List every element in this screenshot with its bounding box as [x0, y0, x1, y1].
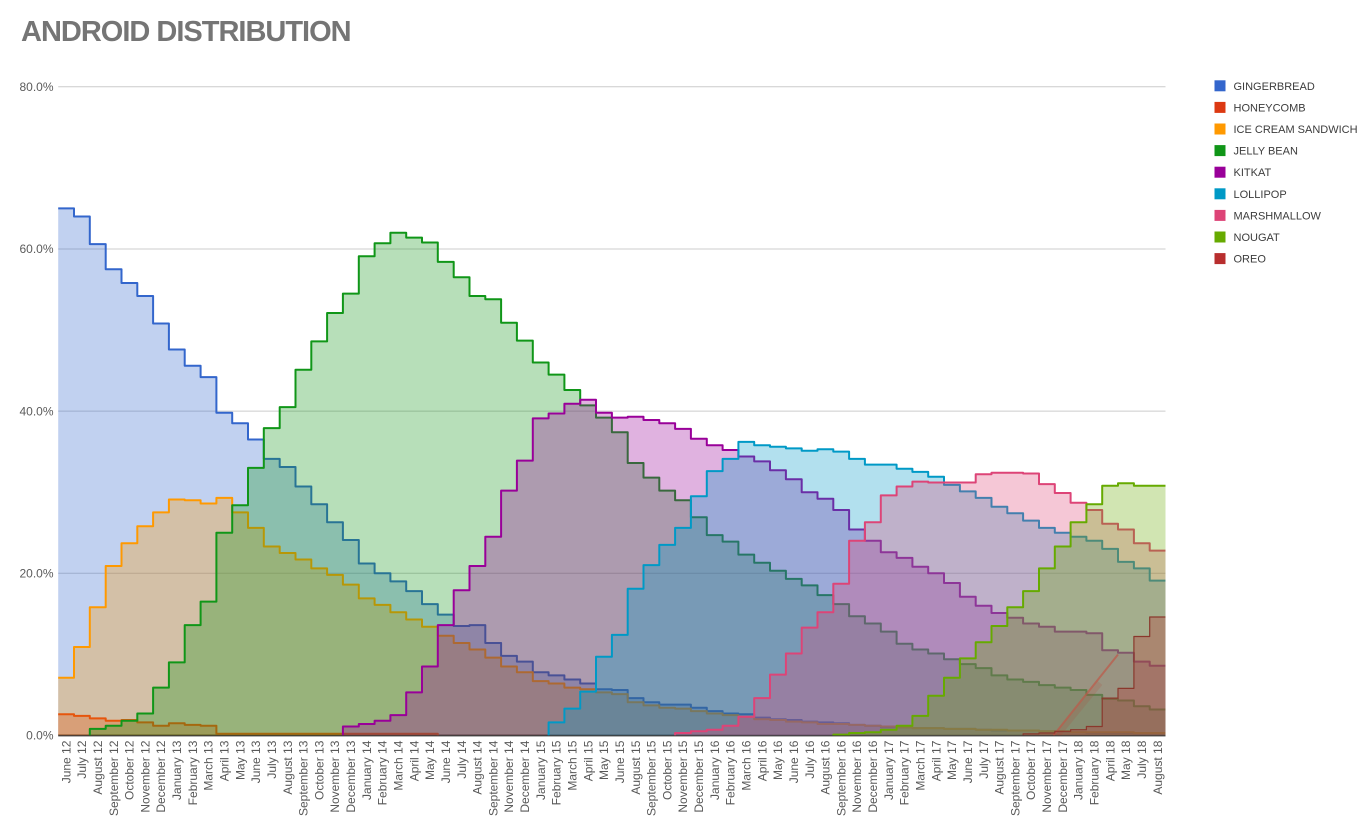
svg-text:MARSHMALLOW: MARSHMALLOW [1234, 210, 1322, 222]
svg-text:May 18: May 18 [1119, 740, 1133, 780]
svg-text:July 14: July 14 [455, 740, 469, 778]
svg-text:January 16: January 16 [708, 740, 722, 800]
svg-text:October 12: October 12 [123, 740, 137, 800]
svg-text:40.0%: 40.0% [19, 404, 53, 418]
svg-text:December 14: December 14 [518, 740, 532, 812]
svg-text:LOLLIPOP: LOLLIPOP [1234, 189, 1287, 201]
svg-text:August 16: August 16 [819, 740, 833, 794]
svg-text:July 13: July 13 [265, 740, 279, 778]
svg-text:November 14: November 14 [502, 740, 516, 812]
svg-text:December 12: December 12 [154, 740, 168, 812]
svg-text:February 17: February 17 [898, 740, 912, 805]
svg-text:April 16: April 16 [755, 740, 769, 781]
svg-text:April 14: April 14 [407, 740, 421, 781]
svg-text:September 17: September 17 [1008, 740, 1022, 816]
svg-text:February 15: February 15 [550, 740, 564, 805]
svg-text:60.0%: 60.0% [19, 242, 53, 256]
svg-text:November 16: November 16 [850, 740, 864, 812]
svg-text:October 13: October 13 [312, 740, 326, 800]
svg-text:February 14: February 14 [376, 740, 390, 805]
svg-text:August 14: August 14 [471, 740, 485, 794]
svg-text:January 18: January 18 [1072, 740, 1086, 800]
svg-text:October 15: October 15 [660, 740, 674, 800]
svg-text:80.0%: 80.0% [19, 80, 53, 94]
svg-text:JELLY BEAN: JELLY BEAN [1234, 146, 1298, 158]
svg-text:January 13: January 13 [170, 740, 184, 800]
svg-text:May 16: May 16 [771, 740, 785, 780]
svg-text:May 14: May 14 [423, 740, 437, 780]
svg-text:December 15: December 15 [692, 740, 706, 812]
svg-text:June 12: June 12 [59, 740, 73, 783]
svg-text:0.0%: 0.0% [26, 729, 54, 743]
svg-text:September 13: September 13 [297, 740, 311, 816]
svg-text:June 13: June 13 [249, 740, 263, 783]
svg-text:September 15: September 15 [645, 740, 659, 816]
svg-text:GINGERBREAD: GINGERBREAD [1234, 81, 1315, 93]
svg-text:March 14: March 14 [392, 740, 406, 790]
svg-text:November 15: November 15 [676, 740, 690, 812]
svg-text:April 13: April 13 [218, 740, 232, 781]
svg-text:March 13: March 13 [202, 740, 216, 790]
svg-text:July 16: July 16 [803, 740, 817, 778]
svg-text:January 17: January 17 [882, 740, 896, 800]
svg-text:January 15: January 15 [534, 740, 548, 800]
svg-text:April 18: April 18 [1103, 740, 1117, 781]
svg-text:June 14: June 14 [439, 740, 453, 783]
svg-text:May 13: May 13 [233, 740, 247, 780]
svg-text:January 14: January 14 [360, 740, 374, 800]
svg-text:October 17: October 17 [1024, 740, 1038, 800]
svg-text:November 17: November 17 [1040, 740, 1054, 812]
svg-text:September 12: September 12 [107, 740, 121, 816]
svg-text:August 15: August 15 [629, 740, 643, 794]
svg-text:February 16: February 16 [724, 740, 738, 805]
svg-text:November 13: November 13 [328, 740, 342, 812]
svg-text:July 17: July 17 [977, 740, 991, 778]
svg-text:November 12: November 12 [138, 740, 152, 812]
svg-text:July 12: July 12 [75, 740, 89, 778]
svg-text:September 14: September 14 [486, 740, 500, 816]
svg-text:July 18: July 18 [1135, 740, 1149, 778]
svg-text:December 17: December 17 [1056, 740, 1070, 812]
svg-text:June 16: June 16 [787, 740, 801, 783]
svg-text:May 15: May 15 [597, 740, 611, 780]
svg-text:HONEYCOMB: HONEYCOMB [1234, 102, 1306, 114]
svg-text:December 16: December 16 [866, 740, 880, 812]
svg-text:April 17: April 17 [929, 740, 943, 781]
svg-text:June 15: June 15 [613, 740, 627, 783]
svg-text:20.0%: 20.0% [19, 567, 53, 581]
svg-text:March 17: March 17 [914, 740, 928, 790]
svg-text:June 17: June 17 [961, 740, 975, 783]
svg-text:August 17: August 17 [993, 740, 1007, 794]
svg-text:August 13: August 13 [281, 740, 295, 794]
svg-text:February 18: February 18 [1088, 740, 1102, 805]
svg-text:April 15: April 15 [581, 740, 595, 781]
svg-text:March 15: March 15 [566, 740, 580, 790]
svg-text:March 16: March 16 [740, 740, 754, 790]
svg-text:OREO: OREO [1234, 254, 1267, 266]
svg-text:August 12: August 12 [91, 740, 105, 794]
svg-text:September 16: September 16 [834, 740, 848, 816]
svg-text:ICE CREAM SANDWICH: ICE CREAM SANDWICH [1234, 124, 1358, 136]
svg-text:May 17: May 17 [945, 740, 959, 780]
svg-text:NOUGAT: NOUGAT [1234, 232, 1281, 244]
svg-text:February 13: February 13 [186, 740, 200, 805]
svg-text:December 13: December 13 [344, 740, 358, 812]
svg-text:August 18: August 18 [1151, 740, 1165, 794]
svg-text:KITKAT: KITKAT [1234, 167, 1272, 179]
